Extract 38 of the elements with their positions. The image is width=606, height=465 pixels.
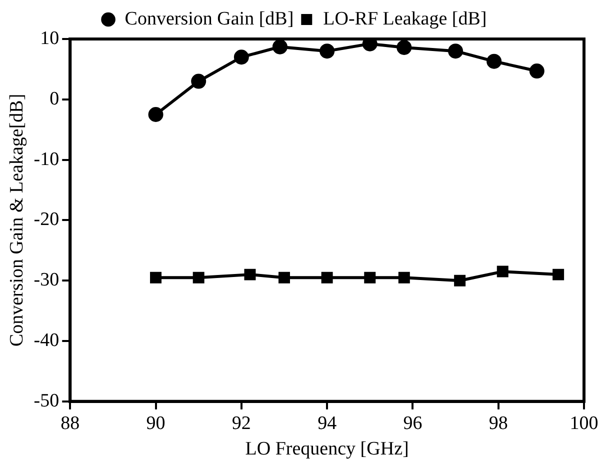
x-axis-title: LO Frequency [GHz] — [245, 438, 409, 460]
y-axis-title: Conversion Gain & Leakage[dB] — [6, 94, 28, 347]
point — [496, 266, 508, 278]
x-tick-label: 90 — [146, 412, 166, 434]
point — [150, 272, 162, 284]
y-tick-label: -40 — [34, 330, 60, 351]
point — [362, 39, 378, 52]
x-tick-label: 92 — [232, 412, 251, 434]
y-tick-label: -50 — [34, 390, 60, 412]
point — [321, 272, 333, 284]
legend-label: LO-RF Leakage [dB] — [323, 8, 487, 30]
point — [278, 272, 290, 284]
x-tick-label: 96 — [403, 412, 422, 434]
y-tick-label: 0 — [50, 88, 60, 110]
point — [244, 268, 256, 280]
point — [396, 40, 412, 55]
x-tick-label: 88 — [60, 412, 80, 434]
y-tick-label: -30 — [34, 270, 60, 291]
point — [148, 107, 164, 122]
point — [364, 272, 376, 284]
point — [529, 64, 544, 79]
point — [272, 39, 288, 54]
point — [398, 272, 410, 284]
point — [454, 274, 466, 286]
y-tick-label: 10 — [40, 28, 60, 49]
x-tick-label: 94 — [318, 412, 338, 434]
x-tick-label: 98 — [488, 412, 508, 434]
y-tick-label: -20 — [34, 209, 60, 230]
y-tick-label: -10 — [34, 148, 60, 170]
point — [552, 268, 564, 280]
point — [486, 54, 502, 69]
point — [234, 50, 249, 65]
x-tick-label: 100 — [570, 412, 598, 434]
legend-label: Conversion Gain [dB] — [124, 8, 294, 30]
point — [448, 44, 464, 59]
point — [191, 74, 206, 89]
point — [320, 44, 335, 59]
point — [192, 272, 204, 284]
